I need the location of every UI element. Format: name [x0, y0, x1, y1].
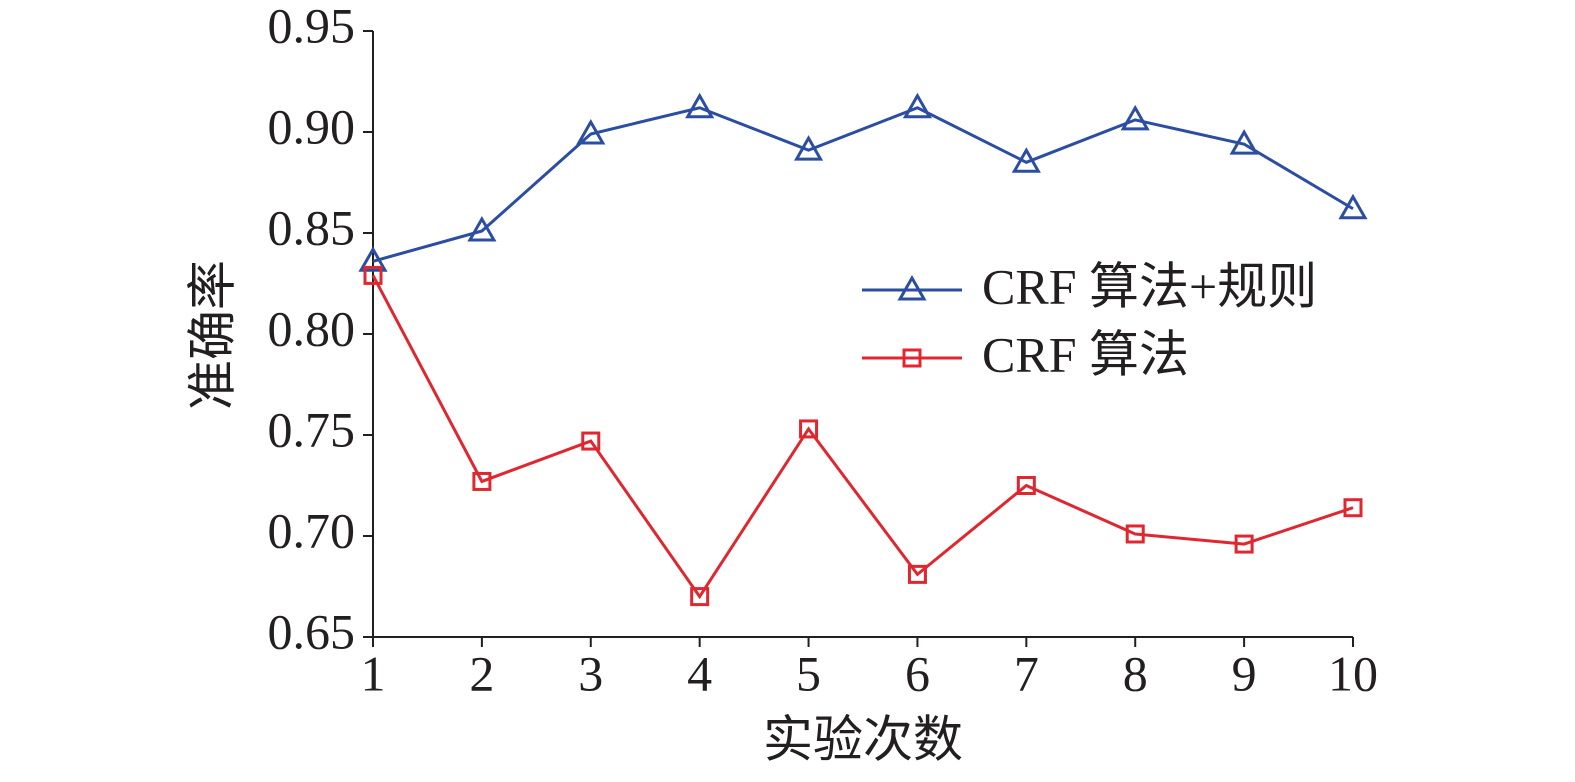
x-tick-label: 9 [1232, 645, 1257, 701]
triangle-marker [358, 246, 388, 272]
legend-marker [902, 348, 922, 368]
square-marker [472, 471, 492, 491]
square-marker [581, 431, 601, 451]
triangle-marker [1338, 193, 1368, 220]
triangle-marker [685, 92, 715, 119]
triangle-marker [793, 135, 824, 161]
y-tick-label: 0.85 [268, 199, 356, 255]
y-tick-label: 0.90 [268, 98, 356, 154]
x-tick-label: 4 [687, 645, 712, 701]
x-tick-label: 2 [469, 645, 494, 701]
square-marker [363, 265, 383, 285]
x-tick-label: 7 [1014, 645, 1039, 701]
triangle-marker [576, 118, 606, 145]
x-tick-label: 10 [1328, 645, 1378, 701]
square-marker [1125, 524, 1145, 544]
y-tick-label: 0.65 [268, 603, 356, 659]
x-tick-label: 1 [361, 645, 386, 701]
y-tick-label: 0.70 [268, 502, 356, 558]
y-axis-label: 准确率 [184, 260, 240, 410]
series-line [371, 274, 1354, 600]
square-marker [690, 587, 710, 607]
legend-label: CRF 算法+规则 [982, 258, 1317, 314]
square-marker [799, 419, 819, 439]
square-marker [1234, 534, 1254, 554]
x-tick-label: 8 [1123, 645, 1148, 701]
triangle-marker [1229, 129, 1259, 155]
triangle-marker [467, 215, 497, 242]
x-tick-label: 3 [578, 645, 603, 701]
triangle-marker [902, 92, 933, 119]
y-tick-label: 0.80 [268, 300, 356, 356]
legend-label: CRF 算法 [982, 326, 1189, 382]
square-marker [1016, 476, 1036, 495]
x-axis-label: 实验次数 [763, 711, 963, 767]
series-line [372, 106, 1354, 263]
legend-marker [897, 274, 927, 301]
y-tick-label: 0.95 [268, 0, 356, 53]
triangle-marker [1120, 104, 1150, 131]
triangle-marker [1011, 147, 1041, 173]
x-tick-label: 5 [796, 645, 821, 701]
y-tick-label: 0.75 [268, 401, 356, 457]
square-marker [907, 564, 927, 584]
square-marker [1343, 498, 1363, 518]
x-tick-label: 6 [905, 645, 930, 701]
